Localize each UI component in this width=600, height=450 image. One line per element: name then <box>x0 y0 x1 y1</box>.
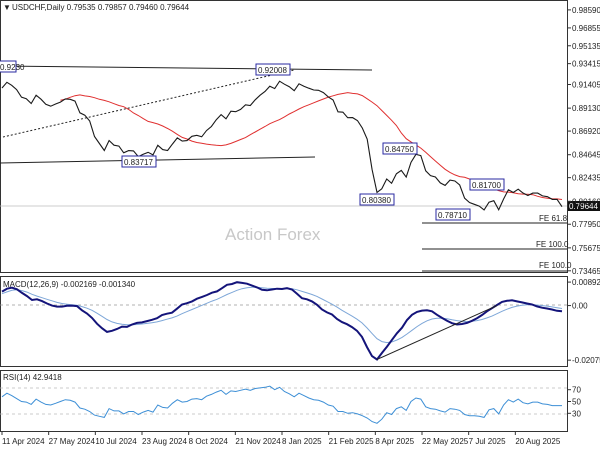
svg-text:0.80380: 0.80380 <box>362 196 391 205</box>
x-axis: 11 Apr 2024 27 May 2024 10 Jul 2024 23 Aug … <box>1 431 561 446</box>
price-y-tick-label: 0.73465 <box>572 267 600 276</box>
rsi-line-group <box>1 385 562 424</box>
svg-text:0.84750: 0.84750 <box>385 145 414 154</box>
fe-100-label-2: FE 100.0 <box>539 261 572 270</box>
svg-text:0.9230: 0.9230 <box>0 63 25 72</box>
price-y-tick-label: 0.84645 <box>572 151 600 160</box>
rsi-y-tick-label: 70 <box>572 386 581 395</box>
macd-line-group <box>1 281 563 361</box>
price-y-tick-label: 0.95135 <box>572 42 600 51</box>
price-y-axis: 0.98590 0.96855 0.95135 0.93415 0.91405 0.891… <box>567 6 600 276</box>
svg-text:0.92008: 0.92008 <box>258 66 287 75</box>
macd-signal-line <box>1 286 563 344</box>
rsi-panel-frame <box>0 370 568 432</box>
price-y-tick-label: 0.80160 <box>572 197 600 206</box>
fe-61-label: FE 61.8 <box>539 214 568 223</box>
macd-y-tick-label: 0.008923 <box>572 278 600 287</box>
x-tick-label: 23 Aug 2024 <box>142 437 187 446</box>
level-box-0: 0.9230 <box>0 60 25 73</box>
price-y-tick-label: 0.75675 <box>572 244 600 253</box>
level-box-3: 0.84750 <box>382 142 418 155</box>
x-tick-label: 21 Nov 2024 <box>235 437 281 446</box>
channel-top-line <box>0 65 373 71</box>
rsi-y-axis: 70 50 30 <box>567 386 581 418</box>
price-y-tick-label: 0.91405 <box>572 81 600 90</box>
level-box-4: 0.80380 <box>359 193 395 206</box>
rsi-y-tick-label: 50 <box>572 398 581 407</box>
rsi-title: RSI(14) 42.9418 <box>3 373 62 382</box>
x-tick-label: 21 Feb 2025 <box>329 437 374 446</box>
macd-panel-frame <box>0 276 568 367</box>
macd-y-tick-label: -0.020759 <box>572 356 600 365</box>
price-y-tick-label: 0.98590 <box>572 6 600 15</box>
price-y-tick-label: 0.96855 <box>572 24 600 33</box>
macd-y-tick-label: 0.00 <box>572 302 588 311</box>
rsi-line <box>1 385 562 424</box>
price-trend-lines <box>0 65 567 272</box>
level-box-2: 0.83717 <box>121 155 157 168</box>
svg-text:0.78710: 0.78710 <box>438 211 467 220</box>
macd-trendline <box>376 305 498 360</box>
chart-title-arrow: ▼ <box>3 3 11 12</box>
x-tick-label: 27 May 2024 <box>49 437 96 446</box>
svg-text:0.81700: 0.81700 <box>472 181 501 190</box>
watermark: Action Forex <box>225 225 321 244</box>
level-box-6: 0.78710 <box>435 208 471 221</box>
price-y-tick-label: 0.86920 <box>572 127 600 136</box>
fe-100-label-1: FE 100.0 <box>536 240 569 249</box>
price-line-group <box>1 80 563 212</box>
chart-title: USDCHF,Daily 0.79535 0.79857 0.79460 0.7… <box>12 3 190 12</box>
x-tick-label: 10 Jul 2024 <box>95 437 137 446</box>
level-box-5: 0.81700 <box>469 178 505 191</box>
price-line <box>1 80 563 212</box>
svg-text:0.83717: 0.83717 <box>124 158 153 167</box>
macd-line <box>1 281 563 361</box>
price-y-tick-label: 0.77950 <box>572 220 600 229</box>
x-tick-label: 22 May 2025 <box>422 437 469 446</box>
x-tick-label: 7 Jul 2025 <box>469 437 506 446</box>
x-tick-label: 8 Oct 2024 <box>189 437 229 446</box>
price-y-tick-label: 0.93415 <box>572 60 600 69</box>
current-price-tag <box>568 201 600 211</box>
level-box-1: 0.92008 <box>255 63 291 76</box>
rsi-y-tick-label: 30 <box>572 409 581 418</box>
current-price-text: 0.79644 <box>569 202 598 211</box>
macd-title: MACD(12,26,9) -0.002169 -0.001340 <box>3 280 136 289</box>
x-tick-label: 11 Apr 2024 <box>2 437 45 446</box>
price-y-tick-label: 0.89130 <box>572 104 600 113</box>
price-panel-frame <box>0 0 568 273</box>
macd-y-axis: 0.008923 0.00 -0.020759 <box>567 278 600 365</box>
x-tick-label: 8 Jan 2025 <box>282 437 322 446</box>
x-tick-label: 8 Apr 2025 <box>375 437 414 446</box>
macd-signal-line-group <box>1 286 563 344</box>
dotted-trend-line <box>2 69 295 138</box>
x-tick-label: 20 Aug 2025 <box>515 437 560 446</box>
price-y-tick-label: 0.82435 <box>572 174 600 183</box>
channel-bottom-line <box>0 156 316 164</box>
